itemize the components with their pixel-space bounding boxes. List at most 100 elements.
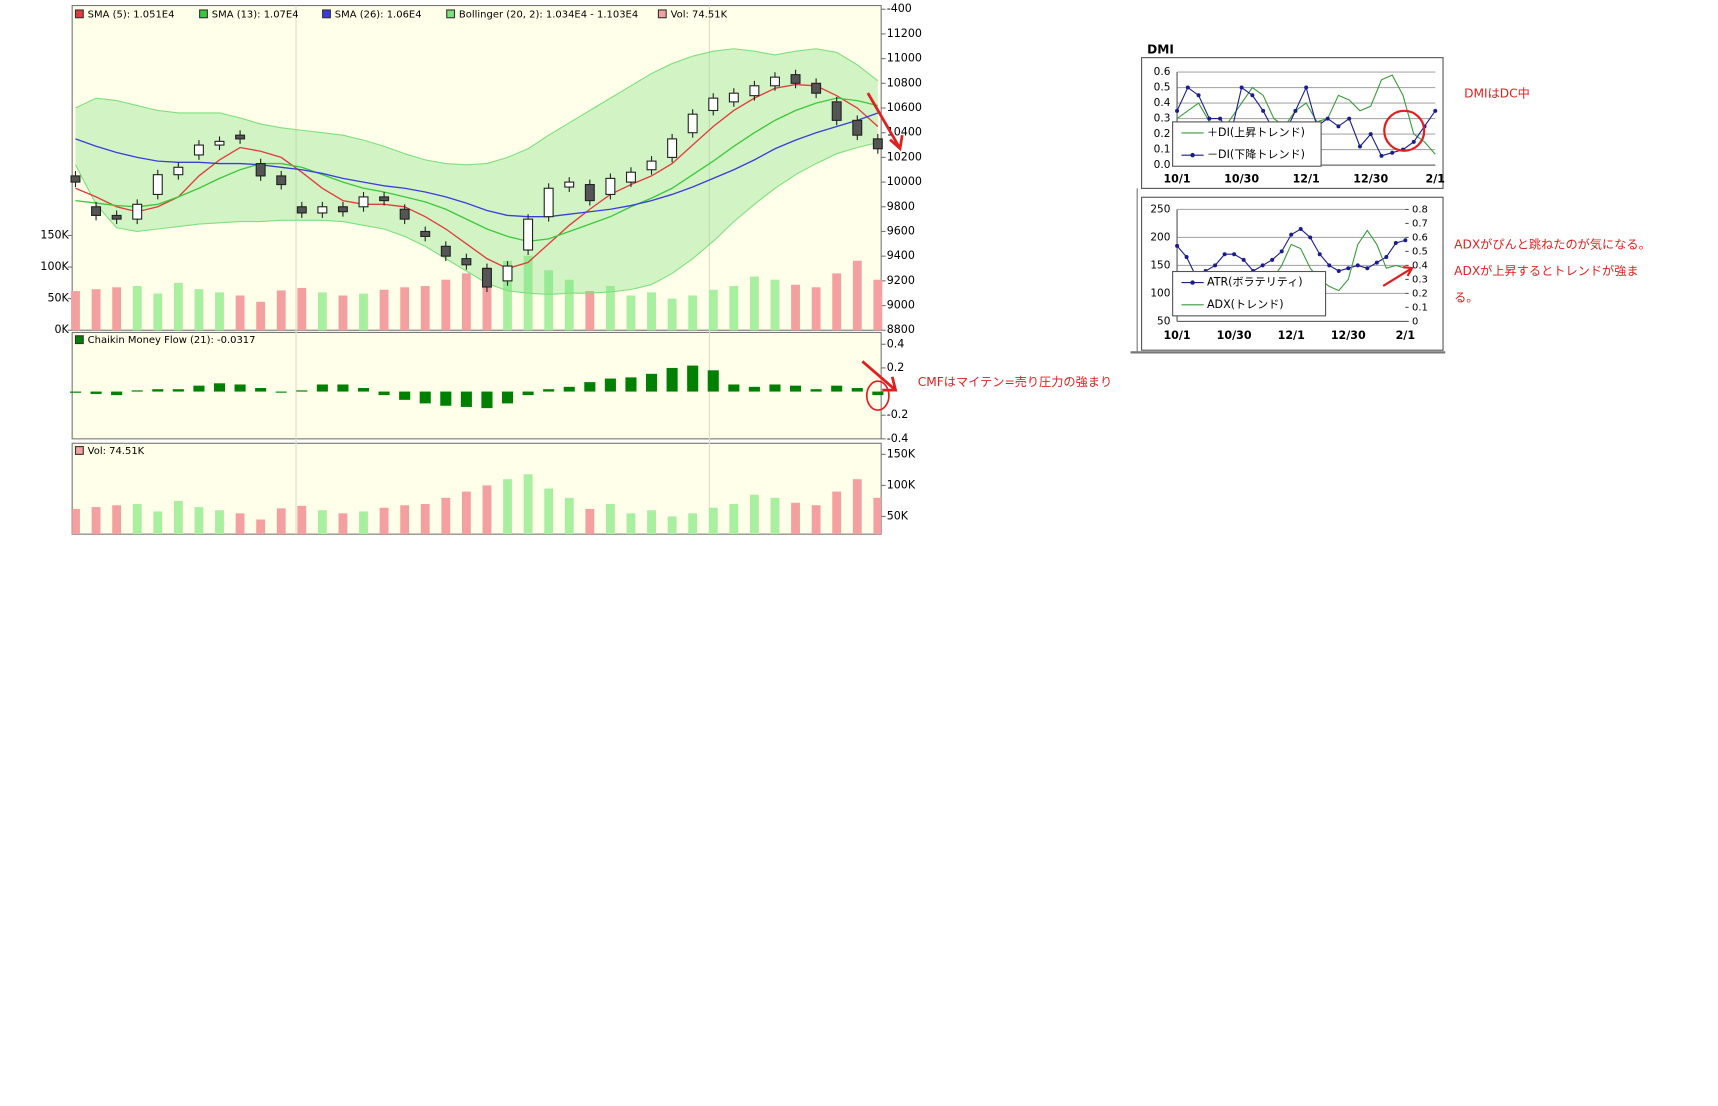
candle-body	[111, 214, 122, 220]
y-tick-label: 150K	[887, 447, 916, 460]
legend-label: Chaikin Money Flow (21): -0.0317	[88, 335, 256, 346]
bar	[440, 391, 452, 406]
candle-body	[399, 208, 410, 220]
bar	[563, 386, 575, 392]
bar	[769, 384, 781, 392]
legend-box	[1172, 270, 1327, 317]
bar	[235, 513, 245, 535]
bar	[400, 505, 410, 535]
bar	[729, 504, 739, 535]
y-tick-label: 9400	[887, 249, 915, 262]
y-tick-label: 9200	[887, 274, 915, 287]
bar	[296, 390, 308, 392]
legend-swatch	[199, 9, 208, 19]
arrow	[866, 92, 904, 152]
point	[1347, 116, 1352, 121]
x-tick-label: 10/30	[1224, 173, 1259, 186]
bollinger-lower	[74, 142, 878, 295]
y-tick-label: 10800	[887, 76, 922, 89]
candle-body	[790, 74, 801, 84]
annotation: ADXがぴんと跳ねたのが気になる。	[1454, 236, 1651, 251]
y2-tick-label: 0	[1412, 316, 1418, 327]
volume-bar	[112, 287, 122, 331]
bar	[790, 385, 802, 392]
point	[1298, 227, 1303, 232]
candle-body	[70, 175, 81, 183]
legend-swatch	[74, 9, 84, 19]
point	[1207, 116, 1212, 121]
volume-bar	[585, 291, 595, 331]
y-tick-label: 250	[1150, 203, 1170, 215]
bollinger-fill	[75, 48, 878, 295]
y-tick-label: 100K	[887, 478, 916, 491]
y-tick-label: 150	[1150, 259, 1170, 271]
point	[1232, 252, 1237, 257]
bar	[688, 513, 698, 535]
volume-bar	[852, 260, 862, 331]
bar	[194, 507, 204, 535]
volume-bar	[667, 298, 677, 331]
y-tick-label: 0.2	[887, 361, 905, 374]
volume-bar	[276, 290, 286, 331]
legend-label: －DI(下降トレンド)	[1207, 147, 1305, 161]
volume-bar	[832, 273, 842, 331]
y-tick-label: 0.4	[887, 337, 905, 350]
bar	[687, 365, 699, 392]
bar	[748, 386, 760, 392]
bar	[256, 519, 266, 535]
bar	[770, 497, 780, 535]
y-tick-label: 0.5	[1154, 82, 1171, 94]
y-tick-label: 9000	[887, 299, 915, 312]
volume-bar	[461, 273, 471, 331]
bar	[647, 510, 656, 535]
candle-body	[687, 113, 698, 134]
candle-body	[420, 230, 431, 237]
bar	[420, 504, 430, 535]
bar	[481, 391, 493, 409]
y-tick-label: 9800	[887, 200, 915, 213]
bar	[359, 511, 368, 535]
main-chart: -400 11200 11000 10800 10600 10400 10200 10000 9…	[40, 2, 922, 535]
volume-bar	[482, 267, 492, 331]
legend-label: SMA (5): 1.051E4	[88, 9, 175, 20]
y2-tick-label: 0.4	[1412, 260, 1428, 271]
bar	[626, 513, 636, 535]
candle-body	[337, 206, 348, 213]
y2-tick-label: 0.3	[1412, 274, 1428, 285]
bollinger-upper	[75, 48, 879, 166]
point	[1336, 124, 1341, 129]
point	[1393, 241, 1398, 246]
y-tick-label: -0.4	[887, 432, 909, 445]
y-tick-label: 100	[1150, 287, 1170, 299]
x-tick-label: 12/1	[1293, 173, 1320, 186]
bar	[255, 388, 267, 392]
legend-swatch	[322, 9, 331, 19]
point	[1250, 93, 1255, 98]
volume-bar	[605, 286, 615, 331]
bar	[564, 497, 574, 535]
point	[1222, 252, 1227, 257]
bar	[625, 377, 637, 392]
bar	[667, 516, 677, 535]
bar	[152, 389, 164, 392]
bar	[604, 378, 616, 392]
bar	[666, 367, 678, 392]
bar	[379, 507, 389, 535]
volume-bar	[708, 289, 718, 331]
candle-body	[296, 206, 307, 214]
point	[1260, 263, 1265, 268]
point	[1336, 269, 1341, 274]
candle-body	[173, 166, 184, 176]
point	[1213, 263, 1218, 268]
arrow	[861, 360, 898, 392]
candle-body	[543, 187, 554, 218]
y-tick-label: 10600	[887, 101, 922, 114]
bar	[851, 388, 863, 392]
point	[1293, 108, 1298, 113]
bar	[749, 494, 759, 535]
volume-bar	[564, 279, 574, 331]
y-tick-label: 8800	[887, 323, 915, 336]
volume-bar	[297, 287, 307, 331]
y-tick-label: 0.1	[1154, 144, 1171, 156]
